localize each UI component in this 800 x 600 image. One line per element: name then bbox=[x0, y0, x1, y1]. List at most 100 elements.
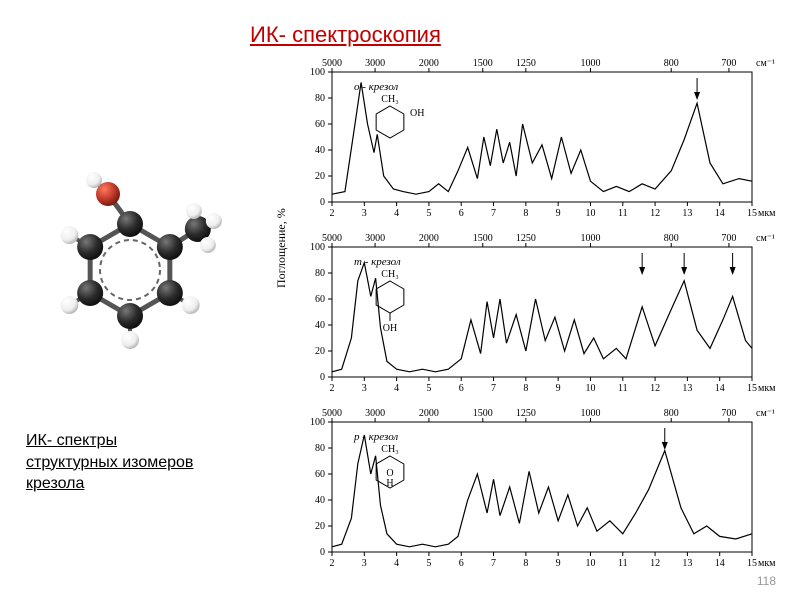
svg-text:5: 5 bbox=[426, 383, 431, 394]
svg-text:10: 10 bbox=[585, 383, 595, 394]
svg-text:OH: OH bbox=[410, 108, 424, 119]
svg-text:3000: 3000 bbox=[365, 58, 385, 69]
svg-text:1500: 1500 bbox=[473, 233, 493, 244]
carbon-atom bbox=[117, 211, 143, 237]
svg-text:3000: 3000 bbox=[365, 233, 385, 244]
svg-text:9: 9 bbox=[556, 208, 561, 219]
svg-text:0: 0 bbox=[320, 197, 325, 208]
svg-text:800: 800 bbox=[664, 408, 679, 419]
svg-text:мкм: мкм bbox=[758, 383, 776, 394]
svg-text:12: 12 bbox=[650, 558, 660, 569]
svg-text:10: 10 bbox=[585, 208, 595, 219]
svg-text:см⁻¹: см⁻¹ bbox=[756, 408, 775, 419]
svg-text:5000: 5000 bbox=[322, 408, 342, 419]
svg-text:CH₃: CH₃ bbox=[381, 94, 398, 105]
methyl-h bbox=[200, 237, 216, 253]
svg-text:8: 8 bbox=[523, 558, 528, 569]
svg-text:p - крезол: p - крезол bbox=[353, 431, 398, 443]
svg-text:3: 3 bbox=[362, 558, 367, 569]
svg-text:CH₃: CH₃ bbox=[381, 444, 398, 455]
methyl-h bbox=[206, 213, 222, 229]
carbon-atom bbox=[157, 234, 183, 260]
caption-line-3: крезола bbox=[26, 475, 84, 492]
hydroxyl-h bbox=[86, 172, 102, 188]
svg-text:6: 6 bbox=[459, 558, 464, 569]
svg-text:700: 700 bbox=[721, 58, 736, 69]
svg-text:6: 6 bbox=[459, 208, 464, 219]
svg-text:80: 80 bbox=[315, 268, 325, 279]
svg-text:800: 800 bbox=[664, 58, 679, 69]
svg-text:2000: 2000 bbox=[419, 408, 439, 419]
svg-text:4: 4 bbox=[394, 208, 399, 219]
svg-text:1500: 1500 bbox=[473, 58, 493, 69]
svg-text:OH: OH bbox=[383, 323, 397, 334]
svg-text:1250: 1250 bbox=[516, 233, 536, 244]
ring-h bbox=[60, 296, 78, 314]
svg-text:12: 12 bbox=[650, 383, 660, 394]
svg-text:60: 60 bbox=[315, 469, 325, 480]
ir-spectra: Поглощение, % 02040608010023456789101112… bbox=[280, 58, 780, 568]
svg-text:20: 20 bbox=[315, 171, 325, 182]
svg-text:20: 20 bbox=[315, 346, 325, 357]
svg-text:2000: 2000 bbox=[419, 58, 439, 69]
spectrum-p-cresol: 02040608010023456789101112131415мкм50003… bbox=[280, 408, 780, 578]
svg-text:10: 10 bbox=[585, 558, 595, 569]
svg-text:3000: 3000 bbox=[365, 408, 385, 419]
svg-text:2: 2 bbox=[330, 383, 335, 394]
svg-text:13: 13 bbox=[682, 208, 692, 219]
svg-text:7: 7 bbox=[491, 383, 496, 394]
svg-text:5000: 5000 bbox=[322, 233, 342, 244]
svg-text:1250: 1250 bbox=[516, 58, 536, 69]
svg-text:6: 6 bbox=[459, 383, 464, 394]
svg-text:CH₃: CH₃ bbox=[381, 269, 398, 280]
figure-caption: ИК- спектры структурных изомеров крезола bbox=[26, 430, 193, 495]
svg-text:7: 7 bbox=[491, 208, 496, 219]
svg-text:8: 8 bbox=[523, 208, 528, 219]
svg-text:60: 60 bbox=[315, 119, 325, 130]
svg-text:9: 9 bbox=[556, 383, 561, 394]
svg-text:m - крезол: m - крезол bbox=[354, 256, 401, 268]
svg-text:14: 14 bbox=[715, 558, 725, 569]
methyl-h bbox=[186, 203, 202, 219]
svg-text:15: 15 bbox=[747, 558, 757, 569]
svg-text:мкм: мкм bbox=[758, 208, 776, 219]
carbon-atom bbox=[117, 303, 143, 329]
svg-text:мкм: мкм bbox=[758, 558, 776, 569]
svg-text:15: 15 bbox=[747, 208, 757, 219]
svg-text:7: 7 bbox=[491, 558, 496, 569]
svg-text:4: 4 bbox=[394, 558, 399, 569]
svg-text:0: 0 bbox=[320, 547, 325, 558]
svg-text:H: H bbox=[386, 478, 393, 489]
svg-text:см⁻¹: см⁻¹ bbox=[756, 233, 775, 244]
spectrum-m-cresol: 02040608010023456789101112131415мкм50003… bbox=[280, 233, 780, 403]
svg-text:60: 60 bbox=[315, 294, 325, 305]
svg-text:80: 80 bbox=[315, 93, 325, 104]
svg-text:см⁻¹: см⁻¹ bbox=[756, 58, 775, 69]
svg-text:13: 13 bbox=[682, 558, 692, 569]
svg-text:40: 40 bbox=[315, 320, 325, 331]
ring-h bbox=[60, 226, 78, 244]
aromatic-ring-icon bbox=[100, 240, 160, 300]
svg-text:40: 40 bbox=[315, 145, 325, 156]
svg-text:11: 11 bbox=[618, 558, 628, 569]
svg-text:3: 3 bbox=[362, 208, 367, 219]
svg-text:11: 11 bbox=[618, 208, 628, 219]
svg-text:8: 8 bbox=[523, 383, 528, 394]
svg-text:1500: 1500 bbox=[473, 408, 493, 419]
caption-line-2: структурных изомеров bbox=[26, 454, 193, 471]
svg-text:1000: 1000 bbox=[580, 233, 600, 244]
page-title: ИК- спектроскопия bbox=[250, 22, 441, 48]
svg-text:4: 4 bbox=[394, 383, 399, 394]
svg-text:15: 15 bbox=[747, 383, 757, 394]
ring-h bbox=[182, 296, 200, 314]
svg-text:1000: 1000 bbox=[580, 58, 600, 69]
spectrum-o-cresol: 02040608010023456789101112131415мкм50003… bbox=[280, 58, 780, 228]
svg-text:3: 3 bbox=[362, 383, 367, 394]
svg-text:700: 700 bbox=[721, 408, 736, 419]
caption-line-1: ИК- спектры bbox=[26, 432, 117, 449]
cresol-molecule bbox=[30, 160, 230, 360]
svg-text:0: 0 bbox=[320, 372, 325, 383]
svg-text:1250: 1250 bbox=[516, 408, 536, 419]
svg-text:40: 40 bbox=[315, 495, 325, 506]
svg-text:14: 14 bbox=[715, 383, 725, 394]
